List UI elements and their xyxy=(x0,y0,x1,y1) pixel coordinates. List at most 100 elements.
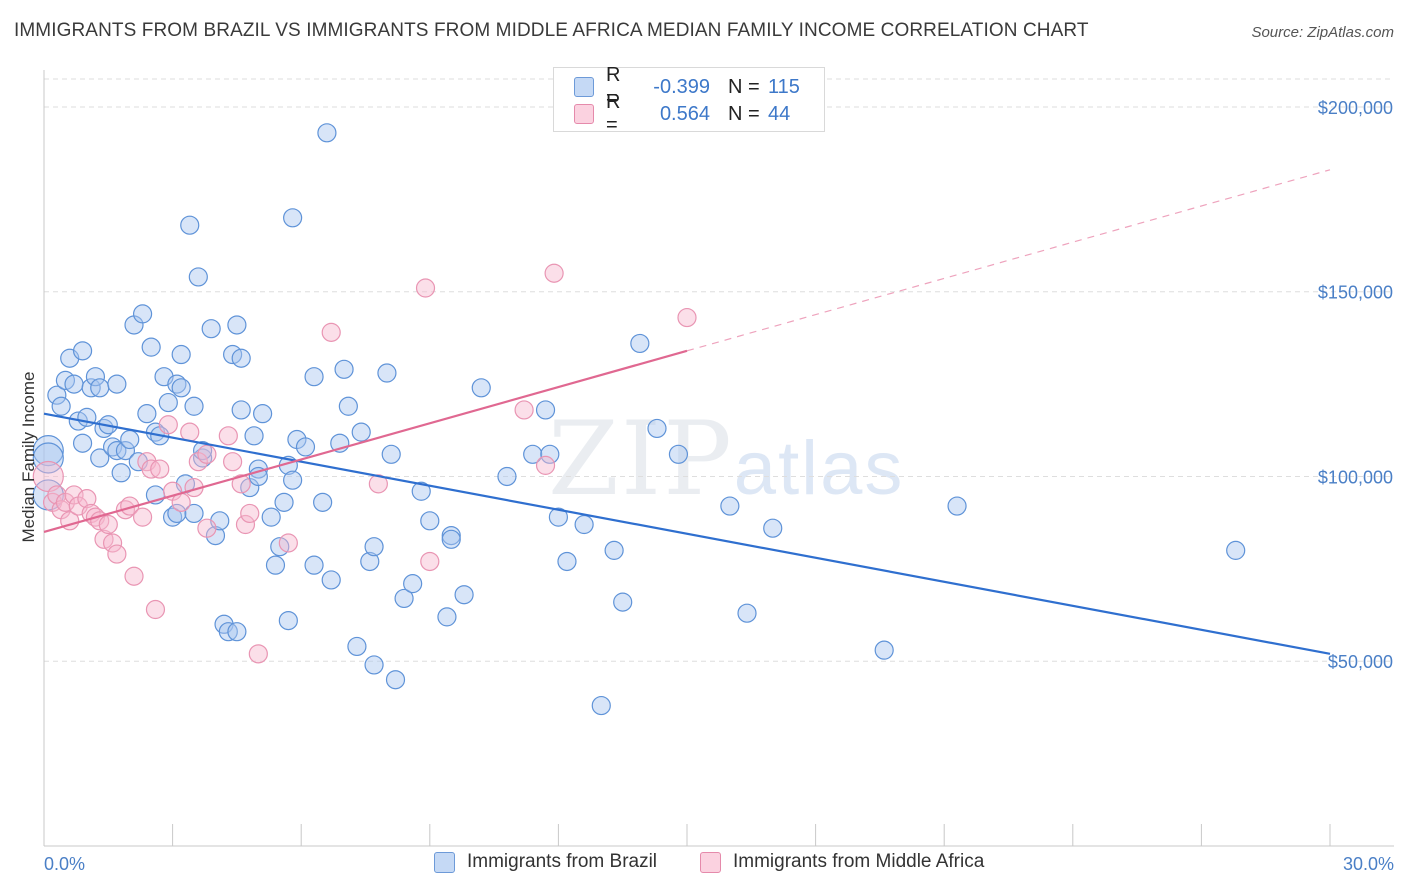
gridlines xyxy=(44,78,1394,662)
data-point xyxy=(137,404,157,424)
data-point xyxy=(171,344,191,365)
legend-row-middle-africa: R = 0.564 N = 44 xyxy=(574,91,790,136)
legend-swatch-middle-africa xyxy=(574,104,594,124)
data-point xyxy=(347,636,367,657)
data-point xyxy=(171,378,191,398)
data-point xyxy=(72,341,93,361)
data-point xyxy=(278,533,298,553)
data-point xyxy=(574,514,594,535)
data-point xyxy=(364,655,384,675)
data-point xyxy=(420,551,440,572)
data-point xyxy=(265,555,286,575)
trend-line-brazil xyxy=(43,412,1331,655)
data-point xyxy=(158,415,178,435)
data-point xyxy=(415,278,436,298)
legend-r-value-middle-africa: 0.564 xyxy=(659,102,710,125)
legend-label-middle-africa: Immigrants from Middle Africa xyxy=(733,851,985,872)
data-point xyxy=(304,555,324,575)
data-point xyxy=(283,470,303,490)
tick-labels: $50,000 $100,000 $150,000 $200,000 0.0% 30.0% xyxy=(44,98,1394,874)
x-tick-label-max: 30.0% xyxy=(1343,854,1394,874)
legend-swatch-brazil xyxy=(574,77,594,97)
data-point xyxy=(454,585,474,605)
data-point xyxy=(51,396,71,416)
data-point xyxy=(437,607,457,627)
data-point xyxy=(317,123,337,143)
data-point xyxy=(227,622,247,642)
source-label: Source: ZipAtlas.com xyxy=(1251,24,1394,41)
data-point xyxy=(32,435,64,467)
data-point xyxy=(180,422,200,442)
y-tick-label: $100,000 xyxy=(1318,467,1393,487)
data-point xyxy=(364,537,384,557)
data-point xyxy=(235,514,256,535)
trend-lines xyxy=(43,169,1331,655)
data-point xyxy=(720,496,740,516)
data-point xyxy=(85,367,106,387)
data-point xyxy=(420,511,440,531)
data-point xyxy=(557,551,577,572)
legend-label-brazil: Immigrants from Brazil xyxy=(467,851,658,872)
data-point xyxy=(313,492,333,512)
data-point xyxy=(604,540,624,560)
legend-r-value-brazil: -0.399 xyxy=(653,75,710,98)
legend-n-label: N = xyxy=(728,102,760,125)
data-point xyxy=(1226,540,1246,560)
data-point xyxy=(647,418,667,439)
data-point xyxy=(411,481,431,501)
data-point xyxy=(231,474,251,494)
data-point xyxy=(274,492,294,512)
data-point xyxy=(360,551,380,572)
data-point xyxy=(244,426,264,446)
data-point xyxy=(338,396,358,416)
data-point xyxy=(72,433,93,453)
legend-item-brazil: Immigrants from Brazil xyxy=(434,851,657,873)
data-point xyxy=(90,378,110,398)
data-point xyxy=(64,374,84,394)
data-point xyxy=(231,348,251,368)
data-point xyxy=(540,444,560,464)
data-point xyxy=(385,670,406,690)
data-point xyxy=(150,459,170,479)
data-point xyxy=(132,304,153,324)
data-point xyxy=(184,396,204,416)
data-point xyxy=(394,588,414,609)
legend-r-label: R = xyxy=(606,91,621,136)
data-point xyxy=(368,474,388,494)
data-point xyxy=(613,592,633,612)
data-point xyxy=(240,503,260,524)
data-point xyxy=(90,448,110,468)
data-point xyxy=(523,444,543,464)
data-point xyxy=(197,518,217,538)
legend-item-middle-africa: Immigrants from Middle Africa xyxy=(700,851,984,873)
data-point xyxy=(231,400,251,420)
data-point xyxy=(548,507,569,527)
data-point xyxy=(278,610,298,631)
y-tick-label: $150,000 xyxy=(1318,283,1393,303)
y-tick-label: $50,000 xyxy=(1328,652,1393,672)
watermark: ZIPatlas xyxy=(548,400,904,519)
data-point xyxy=(253,404,273,424)
data-point xyxy=(441,529,461,549)
data-point xyxy=(381,444,401,464)
data-point xyxy=(874,640,894,660)
legend-r-label: R = xyxy=(606,64,621,109)
y-tick-label: $200,000 xyxy=(1318,98,1393,118)
data-point xyxy=(351,422,371,442)
data-point xyxy=(64,485,84,505)
data-point xyxy=(304,367,324,387)
data-point xyxy=(167,503,187,524)
data-point xyxy=(471,378,491,398)
data-point xyxy=(535,400,556,420)
data-point xyxy=(630,333,650,354)
data-point xyxy=(227,315,247,335)
data-point xyxy=(184,503,204,524)
data-point xyxy=(261,507,281,527)
series-brazil-points xyxy=(32,123,1246,716)
trend-line-middle-africa-extension xyxy=(686,169,1331,352)
data-point xyxy=(737,603,757,623)
data-point xyxy=(197,444,217,464)
chart-title: IMMIGRANTS FROM BRAZIL VS IMMIGRANTS FRO… xyxy=(14,20,1089,41)
data-point xyxy=(334,359,354,379)
